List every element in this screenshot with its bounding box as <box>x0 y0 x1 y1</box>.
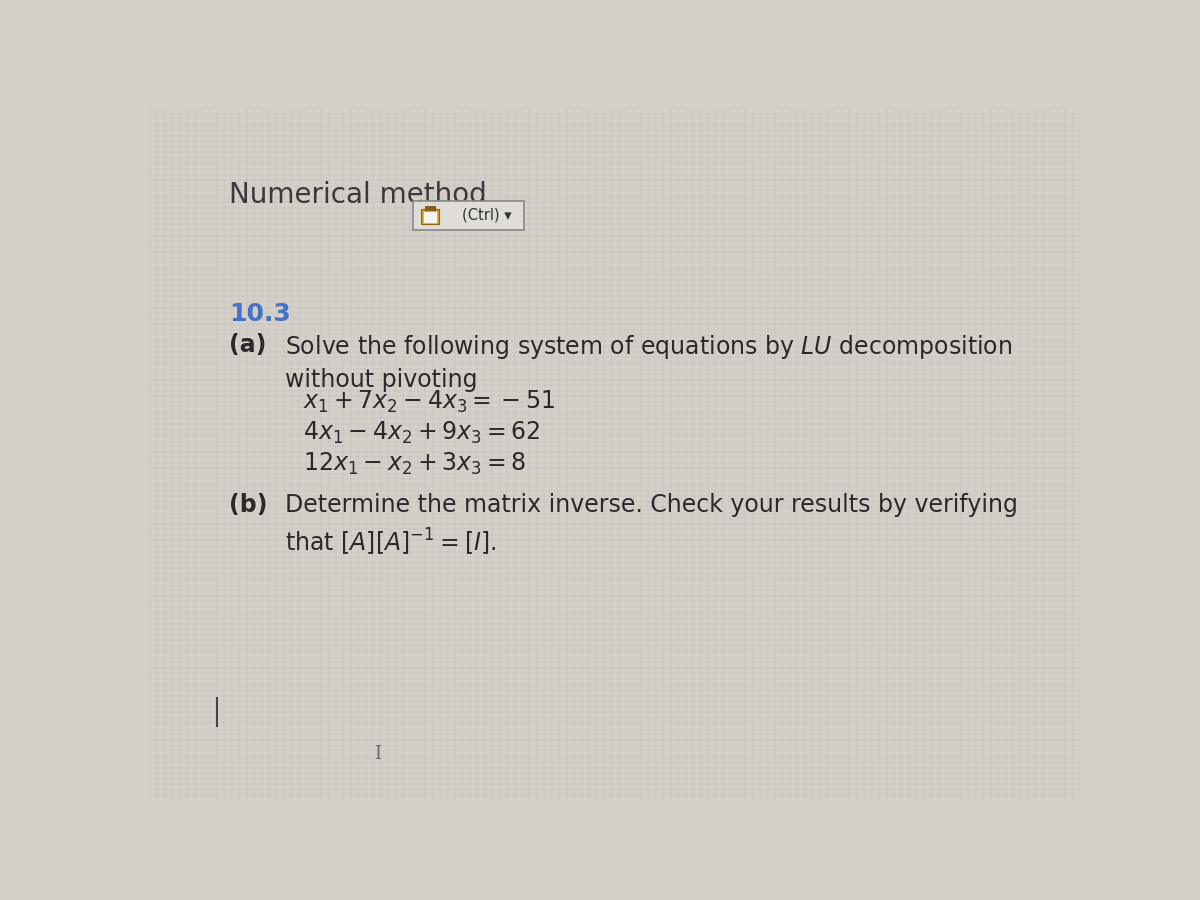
Text: Numerical method: Numerical method <box>229 181 487 209</box>
Text: $12x_1 - x_2 + 3x_3 = 8$: $12x_1 - x_2 + 3x_3 = 8$ <box>304 451 527 477</box>
Text: Determine the matrix inverse. Check your results by verifying: Determine the matrix inverse. Check your… <box>284 492 1018 517</box>
Text: $4x_1 - 4x_2 + 9x_3 = 62$: $4x_1 - 4x_2 + 9x_3 = 62$ <box>304 419 541 446</box>
Text: that $[A][A]^{-1} = [I]$.: that $[A][A]^{-1} = [I]$. <box>284 527 496 558</box>
Text: $x_1 + 7x_2 - 4x_3 = -51$: $x_1 + 7x_2 - 4x_3 = -51$ <box>304 389 556 415</box>
FancyBboxPatch shape <box>413 201 524 230</box>
Text: (Ctrl) ▾: (Ctrl) ▾ <box>462 208 511 223</box>
FancyBboxPatch shape <box>421 209 439 224</box>
Text: (a): (a) <box>229 333 266 357</box>
Text: (b): (b) <box>229 492 268 517</box>
FancyBboxPatch shape <box>425 206 436 211</box>
Text: 10.3: 10.3 <box>229 302 290 326</box>
Text: Solve the following system of equations by $\mathit{LU}$ decomposition: Solve the following system of equations … <box>284 333 1012 361</box>
FancyBboxPatch shape <box>422 211 437 222</box>
Text: I: I <box>374 745 382 763</box>
Text: without pivoting: without pivoting <box>284 368 478 392</box>
